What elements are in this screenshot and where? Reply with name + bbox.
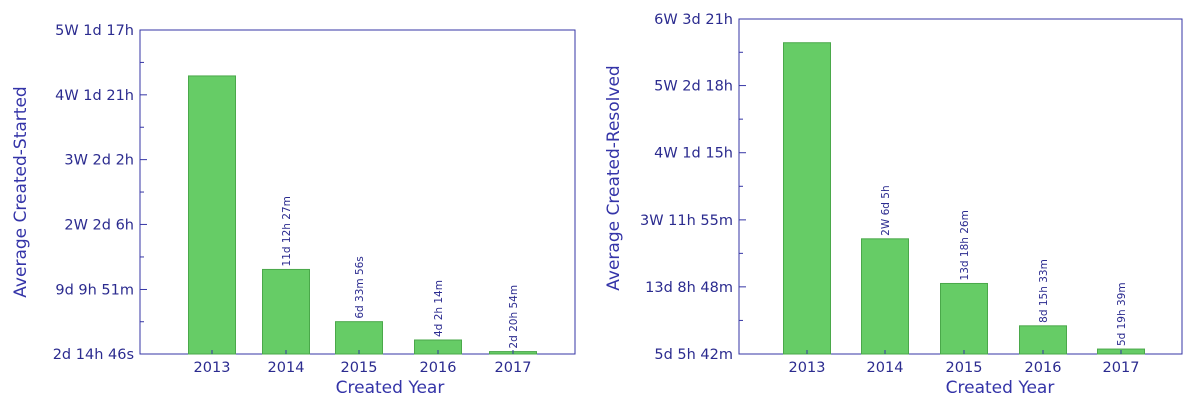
- x-axis-title: Created Year: [336, 378, 445, 398]
- chart-created-started: 2d 14h 46s 9d 9h 51m 2W 2d 6h 3W 2d 2h 4W 1d…: [11, 23, 576, 398]
- x-axis-title: Created Year: [946, 378, 1055, 398]
- y-tick-label: 3W 11h 55m: [640, 213, 733, 229]
- bar-2013: [188, 75, 236, 355]
- data-label: 8d 15h 33m: [1038, 259, 1050, 323]
- x-tick-label: 2013: [789, 360, 826, 376]
- x-tick-label: 2017: [1103, 360, 1140, 376]
- bar-2013: [783, 42, 831, 355]
- data-label: 4d 2h 14m: [433, 280, 445, 337]
- data-label: 2W 6d 5h: [880, 185, 892, 235]
- x-tick-label: 2016: [1025, 360, 1062, 376]
- data-label: 6d 33m 56s: [354, 256, 366, 318]
- data-label: 5d 19h 39m: [1116, 282, 1128, 346]
- y-tick-label: 3W 2d 2h: [64, 153, 134, 169]
- y-tick-label: 13d 8h 48m: [645, 280, 733, 296]
- bar-2015: [335, 321, 383, 355]
- x-axis-tick-labels: 2013 2014 2015 2016 2017: [789, 350, 1140, 376]
- x-tick-label: 2014: [268, 360, 305, 376]
- x-tick-label: 2013: [194, 360, 231, 376]
- y-axis-title: Average Created-Resolved: [604, 65, 624, 290]
- x-tick-label: 2017: [495, 360, 532, 376]
- x-axis-tick-labels: 2013 2014 2015 2016 2017: [194, 350, 532, 376]
- y-axis-ticks: 2d 14h 46s 9d 9h 51m 2W 2d 6h 3W 2d 2h 4W 1d…: [53, 23, 147, 363]
- x-tick-label: 2015: [341, 360, 378, 376]
- chart-created-resolved: 5d 5h 42m 13d 8h 48m 3W 11h 55m 4W 1d 15h 5W…: [604, 12, 1183, 398]
- bars: 11d 12h 27m 6d 33m 56s 4d 2h 14m 2d 20h 54m: [188, 75, 537, 355]
- y-tick-label: 4W 1d 15h: [654, 146, 733, 162]
- y-tick-label: 5d 5h 42m: [654, 347, 733, 363]
- y-tick-label: 9d 9h 51m: [55, 282, 134, 298]
- y-axis-ticks: 5d 5h 42m 13d 8h 48m 3W 11h 55m 4W 1d 15h 5W…: [640, 12, 746, 363]
- y-axis-title: Average Created-Started: [11, 86, 31, 297]
- x-tick-label: 2014: [867, 360, 904, 376]
- bar-2016: [1019, 325, 1067, 355]
- y-tick-label: 2W 2d 6h: [64, 217, 134, 233]
- data-label: 2d 20h 54m: [508, 285, 520, 349]
- bar-2014: [861, 238, 909, 355]
- y-tick-label: 6W 3d 21h: [654, 12, 733, 28]
- bars: 2W 6d 5h 13d 18h 26m 8d 15h 33m 5d 19h 39m: [783, 42, 1145, 355]
- y-tick-label: 4W 1d 21h: [55, 88, 134, 104]
- bar-2014: [262, 268, 310, 355]
- y-tick-label: 5W 2d 18h: [654, 79, 733, 95]
- x-tick-label: 2015: [946, 360, 983, 376]
- data-label: 11d 12h 27m: [281, 196, 293, 266]
- y-tick-label: 2d 14h 46s: [53, 347, 134, 363]
- x-tick-label: 2016: [420, 360, 457, 376]
- data-label: 13d 18h 26m: [959, 210, 971, 280]
- bar-2015: [940, 282, 988, 355]
- y-tick-label: 5W 1d 17h: [55, 23, 134, 39]
